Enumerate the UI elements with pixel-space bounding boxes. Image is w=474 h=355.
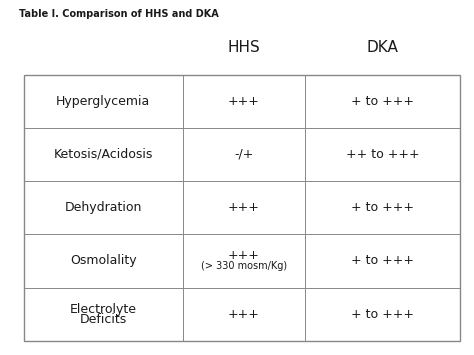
Text: +++: +++: [228, 308, 260, 321]
Text: HHS: HHS: [228, 40, 260, 55]
Text: + to +++: + to +++: [351, 308, 414, 321]
Text: DKA: DKA: [366, 40, 398, 55]
Text: Electrolyte: Electrolyte: [70, 303, 137, 316]
Text: Deficits: Deficits: [80, 313, 127, 326]
Text: Dehydration: Dehydration: [64, 201, 142, 214]
Text: Hyperglycemia: Hyperglycemia: [56, 95, 150, 108]
Text: Table I. Comparison of HHS and DKA: Table I. Comparison of HHS and DKA: [19, 9, 219, 19]
Text: + to +++: + to +++: [351, 95, 414, 108]
Bar: [24, 75, 460, 341]
Text: + to +++: + to +++: [351, 255, 414, 267]
Text: ++ to +++: ++ to +++: [346, 148, 419, 161]
Text: (> 330 mosm/Kg): (> 330 mosm/Kg): [201, 261, 287, 271]
Text: -/+: -/+: [234, 148, 254, 161]
Text: +++: +++: [228, 201, 260, 214]
Text: + to +++: + to +++: [351, 201, 414, 214]
Text: Ketosis/Acidosis: Ketosis/Acidosis: [54, 148, 153, 161]
Text: +++: +++: [228, 95, 260, 108]
Text: Osmolality: Osmolality: [70, 255, 137, 267]
Text: +++: +++: [228, 250, 260, 262]
